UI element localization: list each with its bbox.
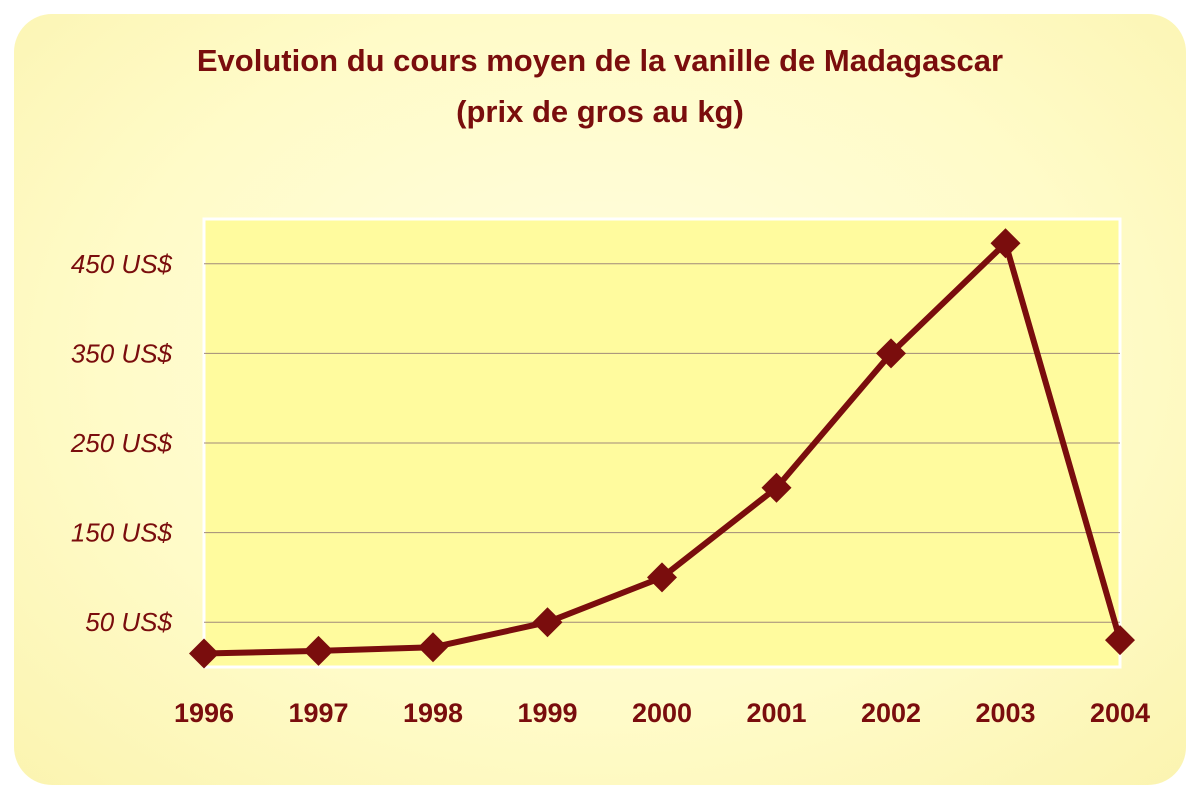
x-tick-label: 2001 [746, 698, 806, 728]
x-tick-label: 1998 [403, 698, 463, 728]
data-point-marker [189, 638, 219, 669]
y-tick-label: 50 US$ [85, 607, 172, 637]
x-tick-label: 2003 [975, 698, 1035, 728]
data-point-marker [990, 228, 1021, 259]
data-point-marker [1105, 625, 1135, 656]
chart-title: Evolution du cours moyen de la vanille d… [196, 43, 1004, 78]
data-point-marker [761, 472, 792, 503]
x-tick-label: 1997 [288, 698, 348, 728]
x-tick-label: 2002 [861, 698, 921, 728]
x-tick-label: 2000 [632, 698, 692, 728]
chart-subtitle: (prix de gros au kg) [456, 94, 744, 129]
data-point-marker [532, 607, 563, 638]
x-tick-label: 1999 [517, 698, 577, 728]
data-point-marker [303, 635, 334, 666]
x-tick-label: 1996 [174, 698, 234, 728]
y-tick-label: 150 US$ [71, 518, 173, 548]
data-point-marker [418, 632, 448, 663]
data-point-marker [647, 562, 677, 593]
y-tick-label: 450 US$ [71, 249, 173, 279]
x-tick-label: 2004 [1090, 698, 1150, 728]
data-point-marker [876, 338, 906, 369]
y-tick-label: 350 US$ [71, 338, 173, 368]
y-tick-label: 250 US$ [70, 428, 173, 458]
